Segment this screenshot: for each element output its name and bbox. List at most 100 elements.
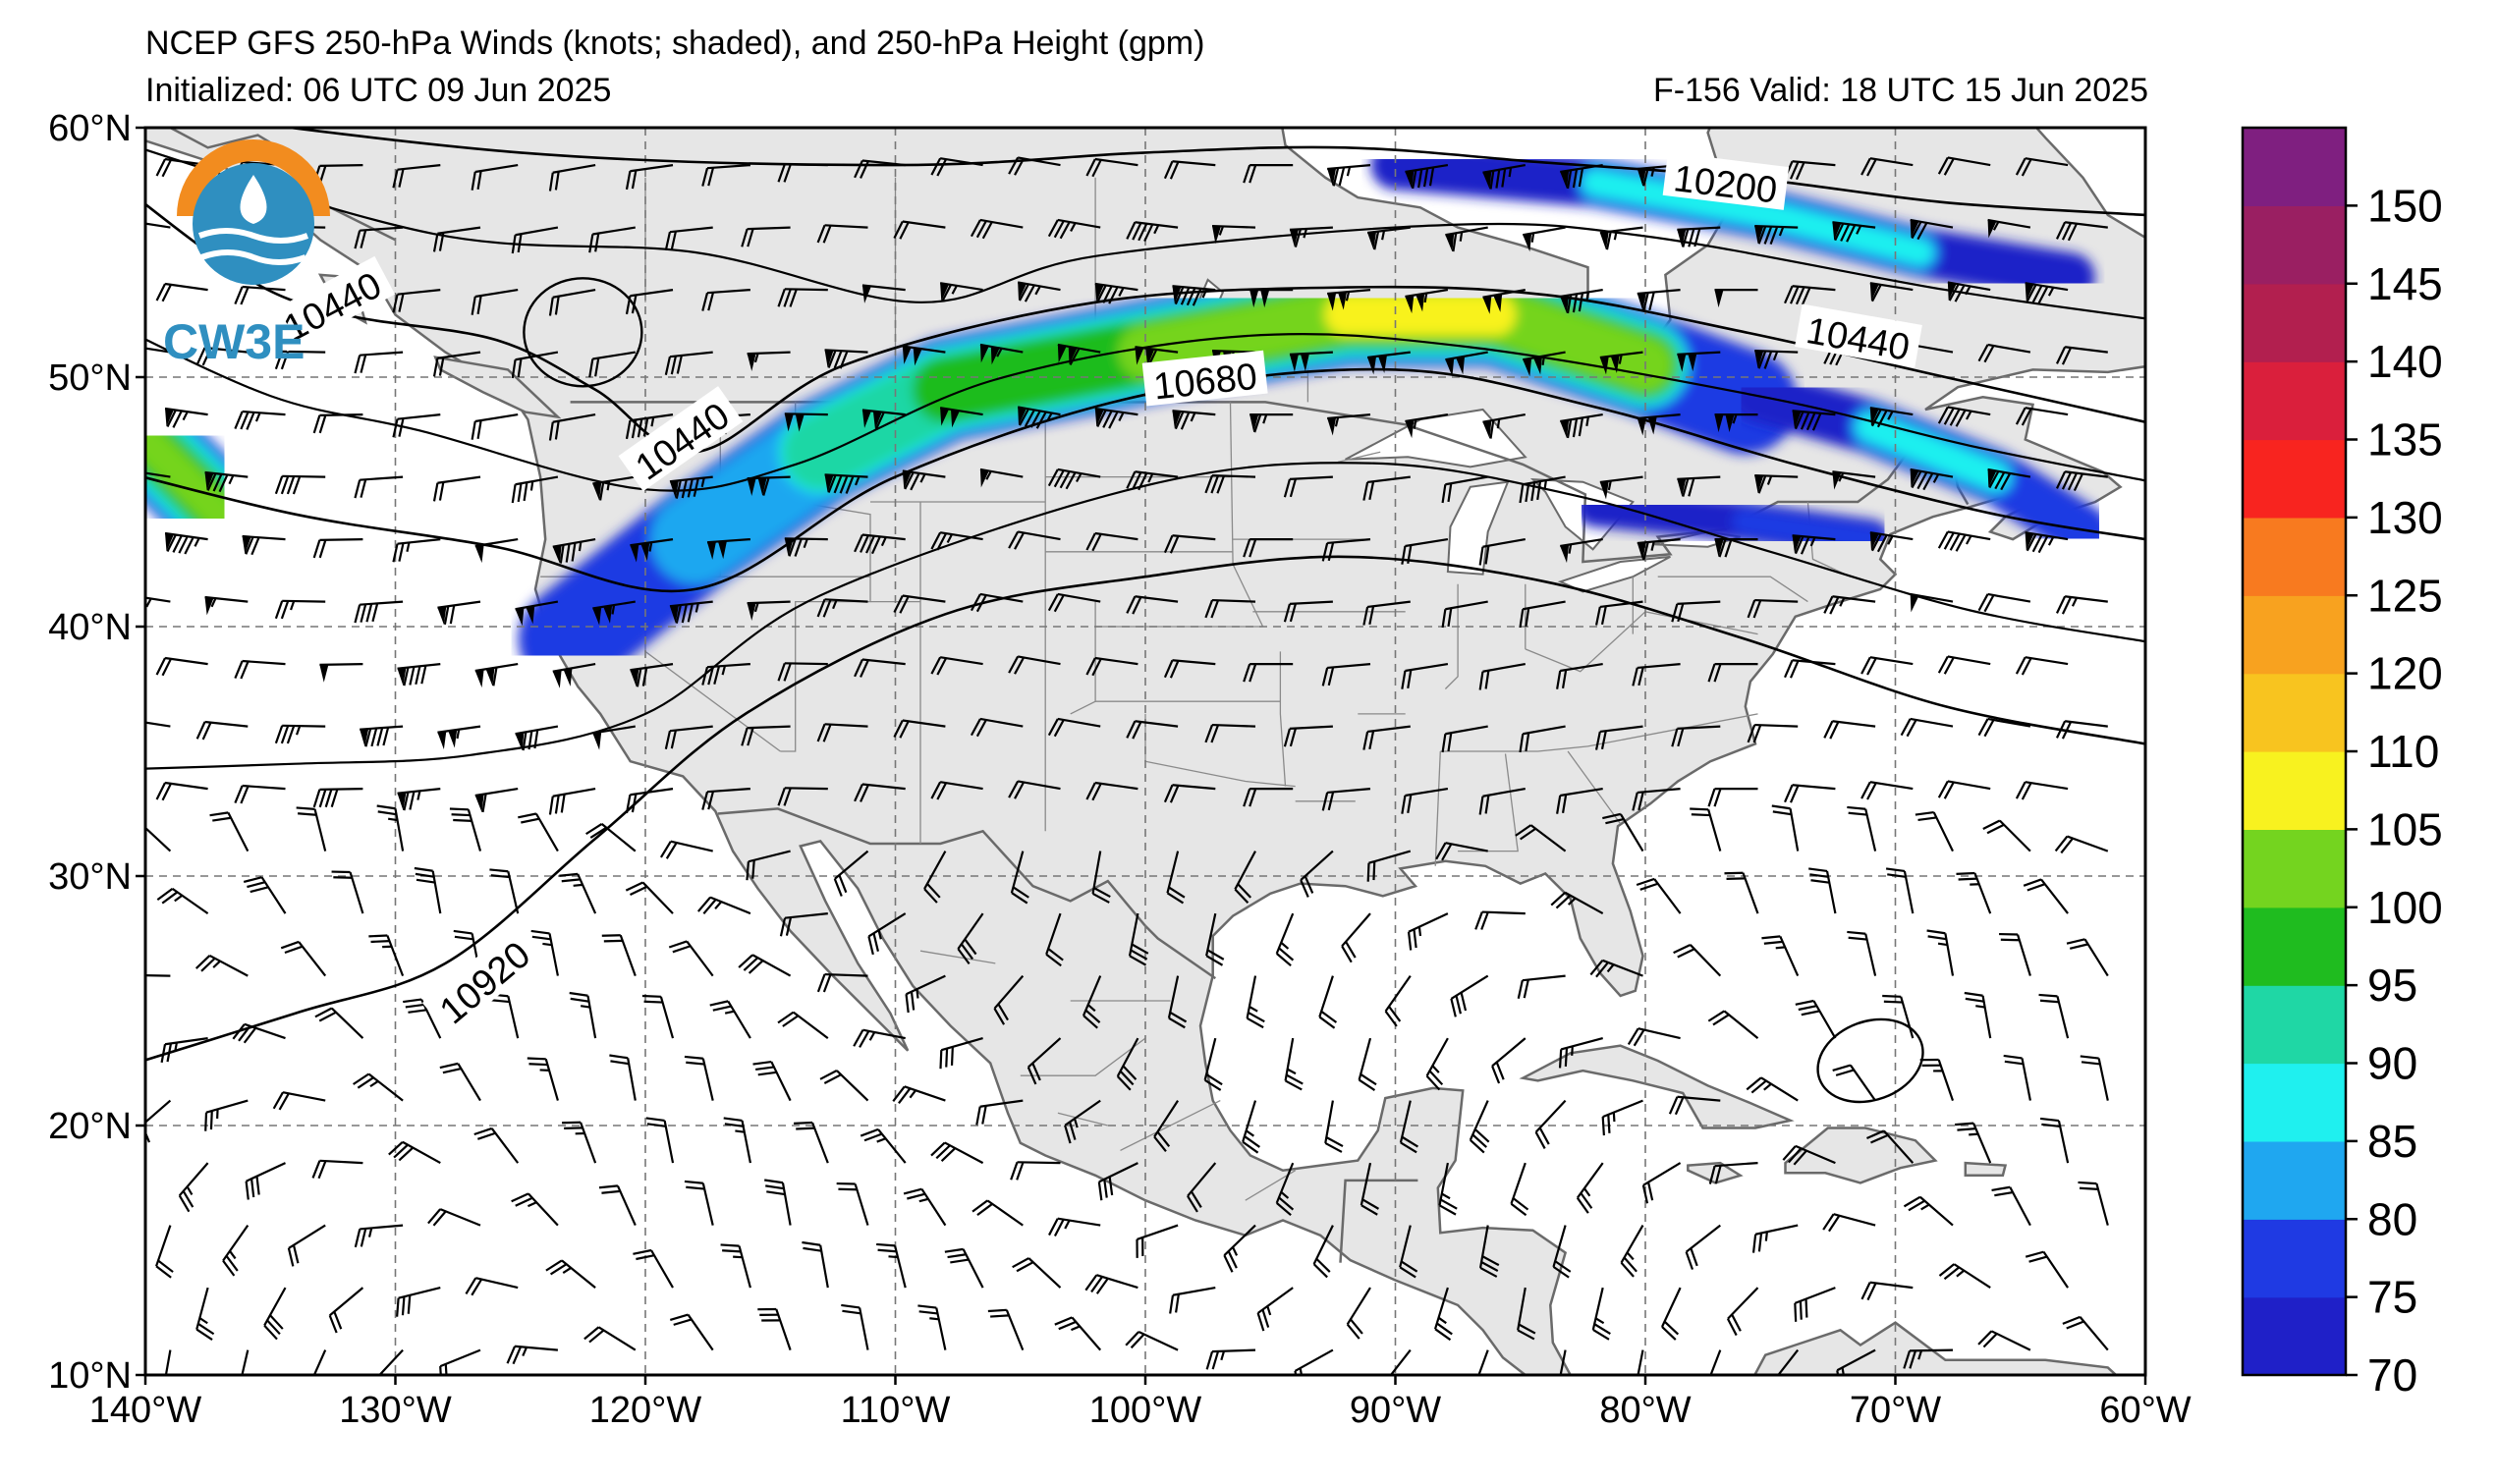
lon-tick-label: 70°W: [1850, 1390, 1941, 1431]
wind-barb: [155, 781, 208, 801]
wind-barb: [1964, 991, 1992, 1039]
wind-barb: [1860, 1281, 1914, 1301]
wind-barb: [930, 157, 983, 177]
wind-barb: [893, 220, 946, 240]
wind-barb: [1482, 164, 1526, 190]
wind-barb: [403, 998, 442, 1039]
wind-barb: [854, 783, 906, 802]
wind-barb: [465, 1277, 519, 1296]
admin-boundary: [1434, 750, 1441, 866]
wind-barb: [1823, 595, 1876, 615]
wind-barb: [2080, 1055, 2109, 1101]
wind-barb: [944, 1247, 984, 1289]
wind-barb: [1205, 1348, 1256, 1370]
wind-barb: [1937, 530, 1991, 552]
wind-barb: [2023, 878, 2069, 914]
colorbar-tick-label: 150: [2367, 180, 2443, 231]
wind-barb: [764, 1179, 792, 1226]
wind-barb: [930, 1141, 984, 1165]
lat-tick-label: 20°N: [48, 1106, 132, 1147]
colorbar-swatch: [2243, 595, 2346, 675]
wind-barb: [1362, 475, 1411, 501]
wind-barb: [2055, 221, 2108, 242]
wind-barb: [1869, 531, 1914, 553]
wind-barb: [1324, 1100, 1344, 1153]
wind-barb: [232, 1022, 286, 1044]
wind-barb: [1703, 1349, 1722, 1375]
wind-barb: [1094, 282, 1138, 304]
lon-tick-label: 80°W: [1599, 1390, 1691, 1431]
wind-barb: [701, 289, 750, 311]
wind-barb: [893, 719, 946, 739]
wind-barb: [2055, 720, 2108, 740]
wind-barb: [1637, 538, 1681, 561]
colorbar-tick-label: 90: [2367, 1038, 2417, 1089]
wind-barb: [1937, 406, 1991, 427]
wind-barb: [1903, 1348, 1954, 1369]
wind-barb: [1223, 1224, 1256, 1273]
wind-barb: [1401, 788, 1449, 814]
wind-barb: [432, 351, 481, 377]
wind-barb: [1910, 592, 1954, 613]
wind-barb: [970, 717, 1024, 738]
logo-drop-icon: [240, 175, 267, 224]
wind-barb: [1690, 807, 1722, 852]
wind-barb: [1707, 662, 1758, 683]
wind-barb: [930, 781, 983, 800]
lat-tick-label: 40°N: [48, 607, 132, 648]
colorbar-swatch: [2243, 128, 2346, 206]
colorbar-swatch: [2243, 1140, 2346, 1220]
wind-barb: [1471, 1349, 1489, 1375]
wind-barb: [669, 600, 713, 624]
wind-barb: [287, 1224, 326, 1267]
wind-barb: [311, 1159, 363, 1180]
wind-barb: [156, 887, 209, 915]
wind-barb: [1203, 1037, 1223, 1091]
wind-barb: [757, 1307, 792, 1350]
wind-speed-band-75: [1732, 508, 1884, 553]
wind-barb: [957, 912, 984, 965]
chart-title: NCEP GFS 250-hPa Winds (knots; shaded), …: [145, 25, 1205, 62]
logo-text: CW3E: [163, 314, 305, 369]
wind-barb: [388, 1140, 441, 1165]
wind-barb: [1882, 994, 1915, 1039]
lat-tick-label: 50°N: [48, 357, 132, 399]
wind-barb: [1249, 289, 1294, 308]
wind-barb: [511, 226, 559, 254]
height-contour-10680: [145, 367, 2145, 593]
contour-label-bg: [421, 924, 544, 1036]
wind-barb: [1153, 1100, 1180, 1153]
wind-barb: [1441, 475, 1488, 504]
wind-barb: [1510, 1162, 1529, 1217]
wind-barb: [474, 538, 519, 564]
wind-barb: [903, 1187, 947, 1227]
wind-barb: [802, 1240, 829, 1289]
wind-barb: [1491, 1037, 1527, 1084]
wind-barb: [701, 164, 750, 187]
wind-barb: [195, 720, 249, 741]
wind-barb: [392, 538, 441, 563]
wind-barb: [2038, 993, 2070, 1039]
wind-barb: [437, 600, 481, 626]
colorbar-tick-label: 135: [2367, 414, 2443, 466]
wind-barb: [1346, 1287, 1371, 1340]
colorbar-tick-label: 145: [2367, 258, 2443, 309]
colorbar-swatch: [2243, 985, 2346, 1065]
wind-barb: [1708, 1162, 1758, 1184]
lon-tick-label: 60°W: [2099, 1390, 2191, 1431]
wind-barb: [1987, 467, 2031, 491]
wind-barb: [1341, 912, 1371, 963]
wind-barb: [1558, 1037, 1603, 1069]
land-puerto-rico: [1964, 1161, 2008, 1178]
initialized-time: Initialized: 06 UTC 09 Jun 2025: [145, 72, 612, 109]
wind-barb: [1362, 725, 1411, 750]
colorbar-tick-label: 70: [2367, 1349, 2417, 1401]
colorbar-tick-label: 130: [2367, 492, 2443, 543]
wind-barb: [1823, 720, 1876, 740]
wind-barb: [1523, 226, 1566, 252]
wind-barb: [1399, 1100, 1419, 1154]
wind-barb: [1782, 1144, 1836, 1166]
wind-barbs: [145, 156, 2109, 1375]
wind-barb: [1661, 1287, 1682, 1341]
wind-barb: [2015, 656, 2069, 676]
